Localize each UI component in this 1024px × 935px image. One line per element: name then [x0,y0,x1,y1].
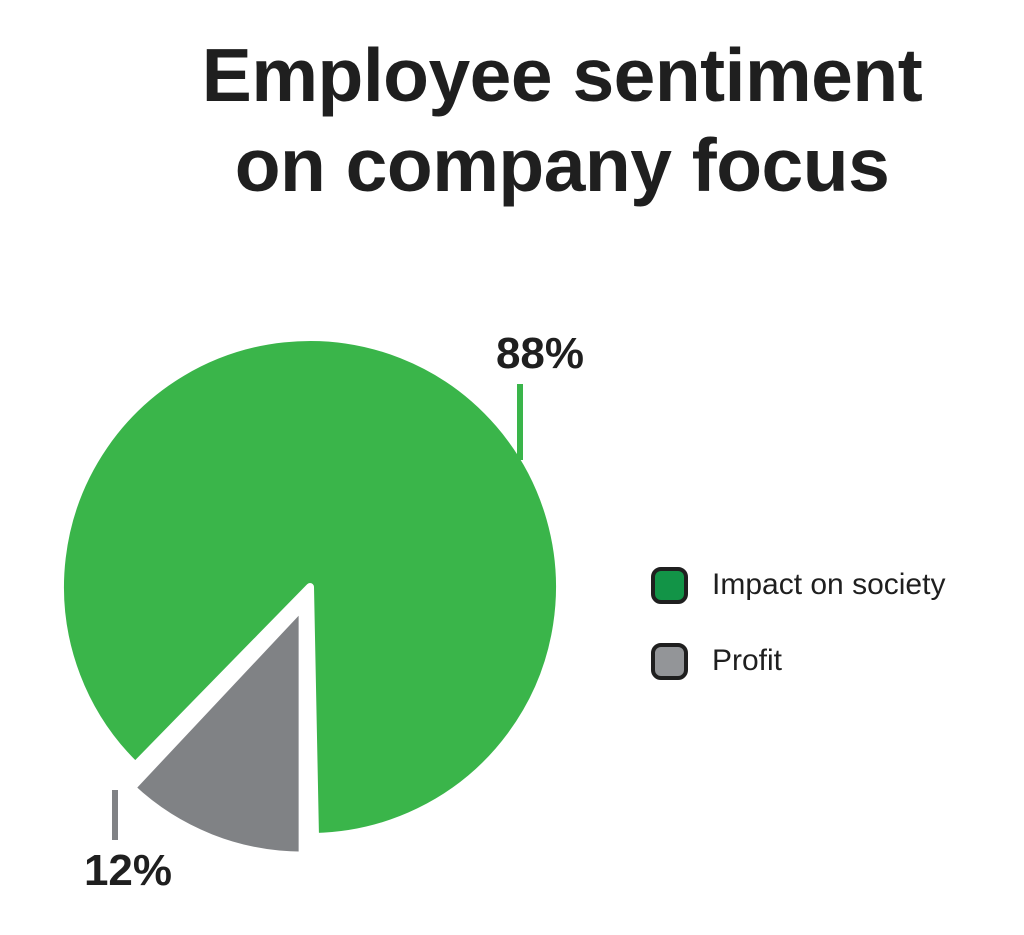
chart-title-line-1: Employee sentiment [201,33,923,117]
chart-title: Employee sentiment on company focus [0,30,1024,210]
legend-label-profit: Profit [712,644,783,677]
legend-label-impact-on-society: Impact on society [712,568,946,601]
legend-item-impact-on-society: Impact on society [651,563,945,607]
pie-slice-profit [127,601,307,860]
legend-swatch-impact-on-society [651,566,688,604]
legend-swatch-profit [651,642,688,680]
legend-item-profit: Profit [651,639,945,683]
chart-title-line-2: on company focus [234,123,890,207]
legend: Impact on society Profit [651,563,945,715]
data-label-impact-on-society: 88% [496,329,584,378]
pie-slice-impact-on-society [56,333,564,841]
data-label-profit: 12% [84,846,172,895]
